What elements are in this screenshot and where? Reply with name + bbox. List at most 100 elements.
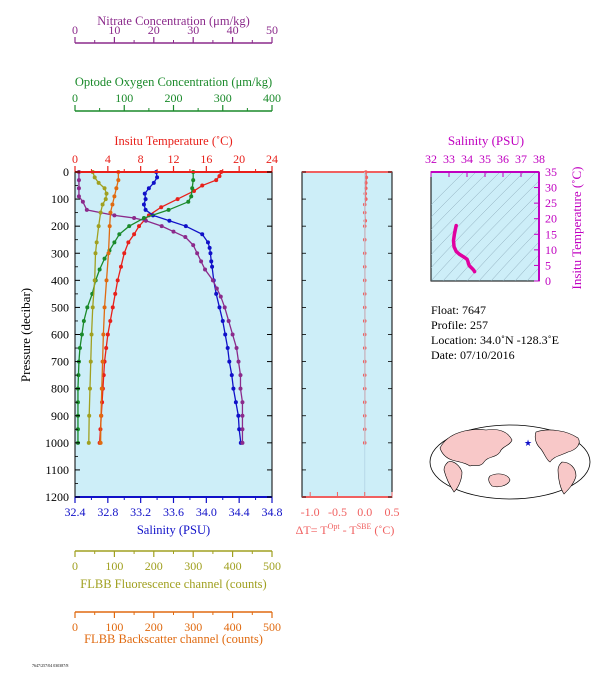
nitrate-data-point [199, 259, 204, 264]
delta-t-data-point [363, 191, 368, 196]
nitrate-data-point [159, 224, 164, 229]
nitrate-tick-label: 50 [266, 23, 278, 37]
salinity-tick-label: 34.4 [229, 505, 250, 519]
ts-data-point [454, 249, 458, 253]
delta-t-axis-label: ΔT= TOpt - TSBE (˚C) [296, 522, 395, 537]
fluorescence-data-point [102, 186, 107, 191]
backscatter-tick-label: 400 [224, 620, 242, 634]
temperature-data-point [118, 264, 123, 269]
nitrate-data-point [84, 207, 89, 212]
nitrate-data-point [171, 229, 176, 234]
salinity-data-point [143, 207, 148, 212]
ts-temperature-tick-label: 10 [545, 243, 557, 257]
salinity-axis-label: Salinity (PSU) [137, 523, 210, 537]
map-land-south-america [557, 461, 577, 495]
oxygen-tick-label: 0 [72, 91, 78, 105]
float-location-marker: ★ [524, 438, 532, 448]
oxygen-tick-label: 400 [263, 91, 281, 105]
profile-date: Date: 07/10/2016 [431, 348, 515, 362]
salinity-data-point [146, 186, 151, 191]
pressure-tick-label: 200 [51, 219, 69, 233]
backscatter-data-point [106, 251, 111, 256]
ts-density-contour [454, 192, 539, 281]
nitrate-data-point [210, 278, 215, 283]
salinity-data-point [220, 318, 225, 323]
ts-density-contour [431, 172, 489, 230]
salinity-data-point [183, 224, 188, 229]
ts-data-point [454, 224, 458, 228]
fluorescence-data-point [92, 278, 97, 283]
ts-salinity-tick-label: 36 [497, 152, 509, 166]
pressure-tick-label: 400 [51, 273, 69, 287]
temperature-tick-label: 16 [200, 152, 212, 166]
nitrate-data-point [183, 235, 188, 239]
temperature-data-point [126, 240, 131, 245]
backscatter-series [98, 170, 121, 445]
salinity-data-point [237, 427, 242, 432]
nitrate-data-point [236, 359, 241, 364]
backscatter-data-point [98, 440, 103, 445]
oxygen-axis: 0 100 200 300 400 Optode Oxygen Concentration… [72, 75, 281, 112]
ts-density-contour [431, 172, 501, 243]
pressure-tick-label: 700 [51, 355, 69, 369]
backscatter-axis-label: FLBB Backscatter channel (counts) [84, 632, 263, 646]
ts-temperature-tick-label: 20 [545, 212, 557, 226]
oxygen-data-point [97, 267, 102, 272]
ts-temperature-tick-label: 5 [545, 258, 551, 272]
temperature-data-point [104, 346, 109, 351]
salinity-data-point [225, 346, 230, 351]
fluorescence-data-point [93, 251, 98, 256]
ts-salinity-tick-label: 32 [425, 152, 437, 166]
pressure-tick-label: 800 [51, 382, 69, 396]
backscatter-tick-label: 500 [263, 620, 281, 634]
temperature-data-point [105, 332, 110, 337]
salinity-data-point [205, 240, 210, 245]
oxygen-data-point [85, 305, 90, 310]
map-land-north-america [534, 429, 580, 463]
ts-data-point [458, 253, 462, 257]
ts-density-contour [431, 172, 465, 206]
nitrate-data-point [80, 199, 85, 204]
ts-density-contour [514, 254, 539, 281]
ts-temperature-tick-label: 25 [545, 196, 557, 210]
fluorescence-tick-label: 400 [224, 559, 242, 573]
fluorescence-data-point [103, 197, 108, 202]
ts-data-point [461, 255, 465, 259]
oxygen-data-point [81, 318, 86, 323]
salinity-data-point [209, 259, 214, 264]
ts-salinity-tick-label: 33 [443, 152, 455, 166]
salinity-data-point [227, 359, 232, 364]
temperature-data-point [115, 278, 120, 283]
ts-salinity-label: Salinity (PSU) [448, 133, 524, 148]
ts-density-contour [431, 172, 537, 281]
salinity-data-point [143, 197, 148, 202]
ts-temperature-tick-label: 30 [545, 181, 557, 195]
ts-density-contour [431, 172, 477, 218]
fluorescence-data-point [96, 224, 101, 229]
nitrate-data-point [76, 178, 81, 183]
salinity-tick-label: 32.4 [65, 505, 86, 519]
backscatter-data-point [100, 359, 105, 364]
nitrate-data-point [238, 386, 243, 391]
nitrate-data-point [230, 332, 235, 337]
oxygen-tick-label: 300 [214, 91, 232, 105]
fluorescence-tick-label: 500 [263, 559, 281, 573]
oxygen-data-point [186, 199, 191, 204]
main-plot-series [75, 170, 245, 445]
pressure-tick-label: 900 [51, 409, 69, 423]
salinity-tick-label: 32.8 [97, 505, 118, 519]
oxygen-data-point [127, 224, 132, 229]
delta-t-tick-label: -0.5 [328, 505, 347, 519]
delta-t-data-point [363, 218, 368, 223]
temperature-data-point [214, 178, 219, 183]
temperature-tick-label: 4 [105, 152, 111, 166]
pressure-tick-label: 500 [51, 300, 69, 314]
pressure-tick-label: 300 [51, 246, 69, 260]
nitrate-data-point [222, 305, 227, 310]
oxygen-data-point [190, 186, 195, 191]
salinity-data-point [214, 291, 219, 296]
nitrate-tick-label: 0 [72, 23, 78, 37]
oxygen-data-point [76, 373, 81, 378]
oxygen-data-point [141, 216, 146, 221]
